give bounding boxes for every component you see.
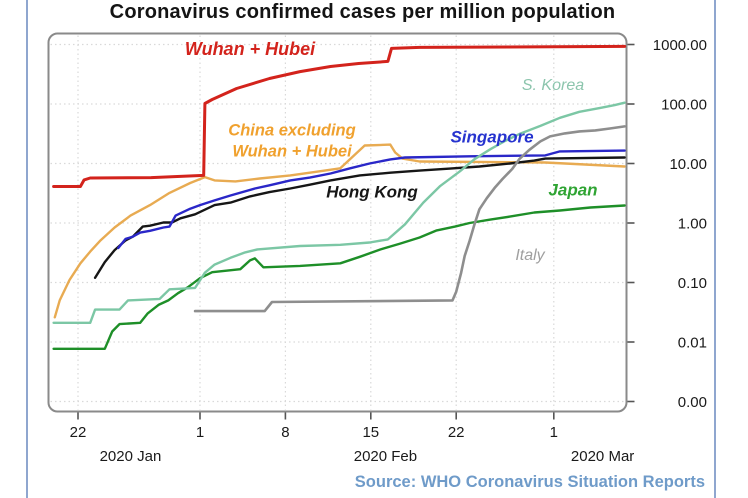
x-tick-label: 1 (550, 424, 558, 441)
y-tick-label: 1000.00 (653, 37, 707, 54)
y-tick-label: 100.00 (661, 97, 707, 114)
series-line-japan (52, 204, 626, 350)
x-tick-label: 1 (196, 424, 204, 441)
x-month-label: 2020 Jan (100, 448, 162, 465)
left-border-line (26, 0, 28, 498)
series-line-hong-kong (93, 156, 626, 279)
series-line-italy (193, 125, 626, 313)
x-tick-label: 22 (70, 424, 87, 441)
series-line-s-korea (52, 101, 626, 324)
y-tick-label: 1.00 (678, 216, 707, 233)
x-month-label: 2020 Mar (571, 448, 634, 465)
y-tick-label: 0.01 (678, 335, 707, 352)
plot-border (47, 32, 628, 413)
chart-title: Coronavirus confirmed cases per million … (109, 1, 616, 23)
y-tick-label: 0.00 (678, 394, 707, 411)
right-border-line (714, 0, 716, 498)
x-tick-label: 22 (448, 424, 465, 441)
source-note: Source: WHO Coronavirus Situation Report… (354, 473, 705, 491)
series-line-china-ex-hubei (53, 143, 626, 319)
x-tick-label: 8 (281, 424, 289, 441)
x-month-label: 2020 Feb (354, 448, 417, 465)
x-tick-label: 15 (362, 424, 379, 441)
series-line-wuhan-hubei (52, 44, 627, 188)
series-line-singapore (117, 149, 626, 250)
y-tick-label: 0.10 (678, 275, 707, 292)
y-tick-label: 10.00 (669, 156, 707, 173)
